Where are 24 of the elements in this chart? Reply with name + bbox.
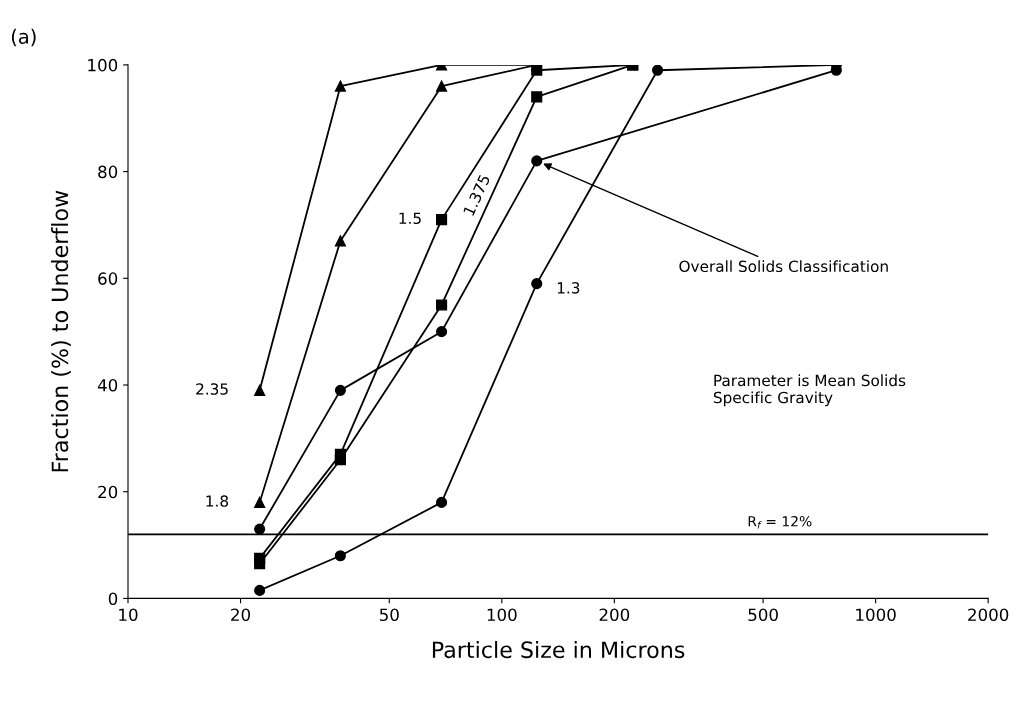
- y-tick-label: 60: [98, 272, 118, 285]
- text: Overall Solids Classification: [679, 260, 888, 273]
- series-label: 2.35: [196, 383, 228, 395]
- x-tick-label: 10: [119, 608, 138, 622]
- annotation: Parameter is Mean Solids Specific Gravity: [713, 374, 906, 407]
- x-tick-label: 100: [487, 608, 517, 622]
- chart-title: (a): [11, 28, 36, 47]
- x-tick-label: 1000: [856, 608, 896, 622]
- x-axis-title: Particle Size in Microns: [432, 640, 685, 659]
- y-tick-label: 20: [98, 485, 118, 499]
- x-tick-label: 20: [231, 608, 251, 622]
- y-tick-label: 0: [108, 592, 118, 605]
- x-tick-label: 200: [599, 608, 630, 622]
- x-tick-label: 50: [379, 608, 399, 622]
- y-axis-title: Fraction (%) to Underflow: [51, 190, 71, 472]
- y-tick-label: 80: [98, 165, 118, 179]
- x-tick-label: 2000: [968, 608, 1009, 622]
- x-tick-label: 500: [748, 608, 778, 622]
- series-label: 1.5: [399, 212, 421, 225]
- y-tick-label: 100: [88, 58, 118, 72]
- ref-line-label: R$_{f}$ = 12%: [748, 515, 812, 529]
- series-label: 1.3: [557, 282, 580, 294]
- series-label: 1.8: [206, 495, 229, 507]
- y-tick-label: 40: [97, 378, 118, 392]
